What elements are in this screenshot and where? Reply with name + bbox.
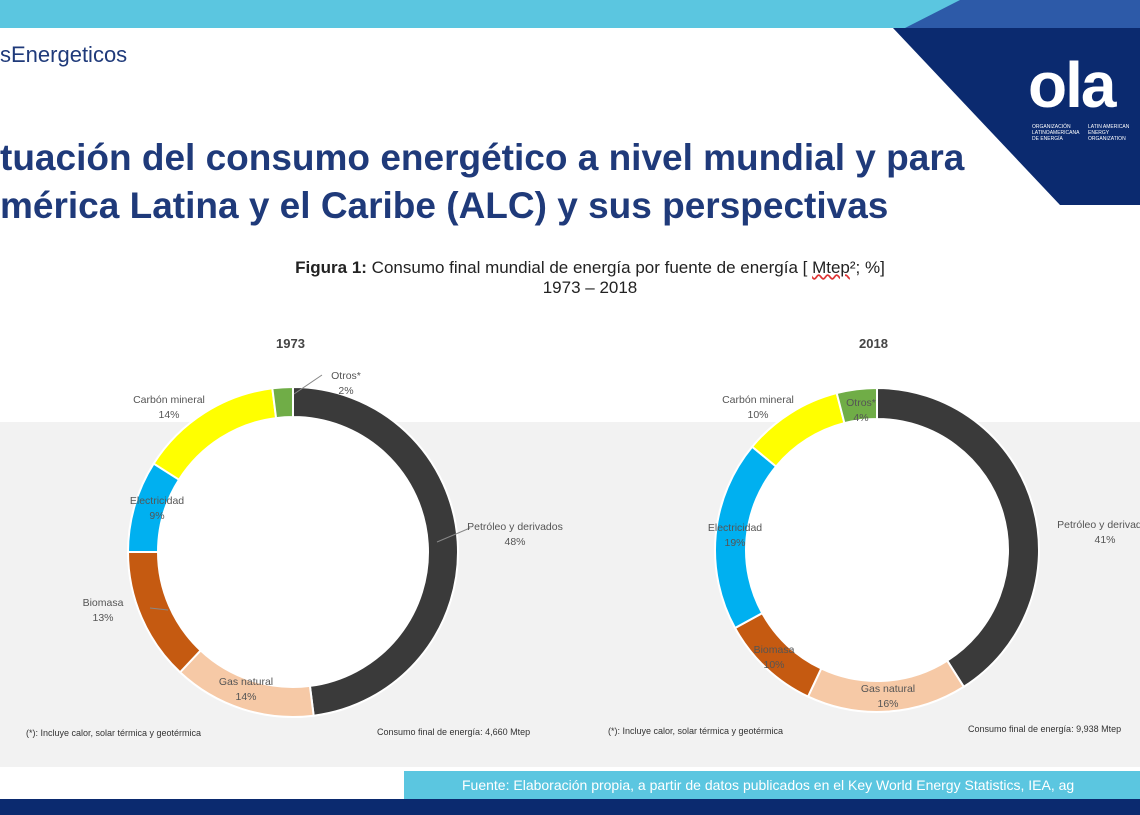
label-1973-electricidad: Electricidad 9% bbox=[129, 495, 185, 522]
label-1973-petroleo: Petróleo y derivados 48% bbox=[467, 521, 563, 548]
figure-caption-bold: Figura 1: bbox=[295, 258, 367, 277]
slice-1973-otros bbox=[271, 385, 294, 420]
label-1973-otros: Otros* 2% bbox=[331, 370, 361, 397]
footnote-1973: (*): Incluye calor, solar térmica y geot… bbox=[26, 728, 202, 738]
label-2018-carbon: Carbón mineral 10% bbox=[722, 394, 794, 421]
donut-hole-1973 bbox=[158, 417, 428, 687]
leader-line bbox=[436, 527, 471, 543]
leader-line bbox=[149, 607, 169, 611]
logo-caption-en: LATIN AMERICAN ENERGY ORGANIZATION bbox=[1088, 124, 1130, 142]
label-2018-gas: Gas natural 16% bbox=[860, 683, 916, 710]
label-1973-gas: Gas natural 14% bbox=[218, 676, 274, 703]
label-1973-biomasa: Biomasa 13% bbox=[82, 597, 124, 624]
label-2018-otros: Otros* 4% bbox=[846, 397, 876, 424]
charts-svg bbox=[126, 374, 1040, 718]
total-1973: Consumo final de energía: 4,660 Mtep bbox=[377, 727, 531, 737]
label-2018-electricidad: Electricidad 19% bbox=[707, 522, 763, 549]
figure-caption-end: ²; %] bbox=[849, 258, 885, 277]
ola-logo: ola bbox=[1028, 49, 1116, 121]
total-2018: Consumo final de energía: 9,938 Mtep bbox=[968, 724, 1122, 734]
figure-caption-years: 1973 – 2018 bbox=[542, 278, 638, 297]
top-accent-bar bbox=[0, 0, 1140, 28]
page-title: tuación del consumo energético a nivel m… bbox=[0, 134, 964, 230]
logo-caption-es: ORGANIZACIÓN LATINOAMERICANA DE ENERGÍA bbox=[1032, 124, 1080, 142]
brand-text: sEnergeticos bbox=[0, 42, 128, 67]
source-bar: Fuente: Elaboración propia, a partir de … bbox=[404, 771, 1140, 799]
donut-hole-2018 bbox=[746, 419, 1008, 681]
label-1973-carbon: Carbón mineral 14% bbox=[133, 394, 205, 421]
chart-title-2018: 2018 bbox=[859, 336, 888, 351]
leader-line bbox=[293, 374, 323, 395]
chart-title-1973: 1973 bbox=[276, 336, 305, 351]
figure-caption: Figura 1: Consumo final mundial de energ… bbox=[170, 258, 1010, 298]
title-line-1: tuación del consumo energético a nivel m… bbox=[0, 137, 965, 178]
label-2018-biomasa: Biomasa 10% bbox=[753, 644, 795, 671]
footnote-2018: (*): Incluye calor, solar térmica y geot… bbox=[608, 726, 784, 736]
label-2018-petroleo: Petróleo y derivados41% bbox=[1057, 519, 1140, 546]
bottom-bar bbox=[0, 799, 1140, 815]
figure-caption-unit: Mtep bbox=[812, 258, 850, 277]
title-line-2: mérica Latina y el Caribe (ALC) y sus pe… bbox=[0, 185, 889, 226]
figure-caption-text: Consumo final mundial de energía por fue… bbox=[366, 258, 813, 277]
